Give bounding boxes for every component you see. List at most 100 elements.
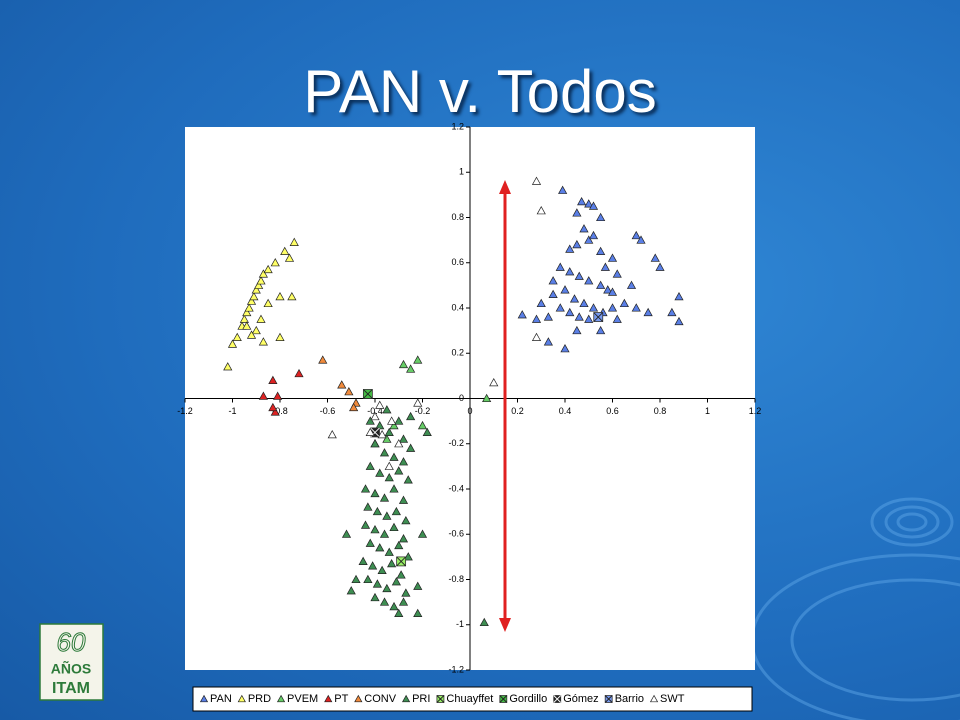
point xyxy=(258,337,268,346)
point xyxy=(263,298,273,308)
point xyxy=(384,472,394,482)
point xyxy=(370,411,380,421)
point xyxy=(584,276,594,285)
point xyxy=(593,312,604,322)
y-tick-label: -0.6 xyxy=(448,529,464,539)
point xyxy=(327,429,337,439)
legend-marker xyxy=(354,694,363,703)
point xyxy=(560,344,570,353)
point xyxy=(394,540,404,550)
point xyxy=(275,332,285,341)
ripple-decoration xyxy=(750,497,960,720)
point xyxy=(619,298,629,308)
point xyxy=(284,253,295,262)
point xyxy=(363,574,373,584)
point xyxy=(398,457,409,466)
point xyxy=(384,547,394,556)
x-tick-label: 0.2 xyxy=(511,406,524,416)
point xyxy=(394,439,404,448)
point xyxy=(398,597,409,606)
point xyxy=(607,303,618,312)
point xyxy=(242,307,252,317)
x-tick-label: -1 xyxy=(228,406,236,416)
point xyxy=(413,608,423,617)
point xyxy=(396,570,406,579)
legend-label: SWT xyxy=(660,693,685,705)
point xyxy=(398,434,409,443)
point xyxy=(251,325,261,335)
point xyxy=(280,246,290,255)
point xyxy=(572,208,582,217)
point xyxy=(360,520,371,529)
point xyxy=(258,391,268,400)
point xyxy=(391,506,401,516)
point xyxy=(249,291,259,301)
x-tick-label: 1.2 xyxy=(749,406,762,416)
point xyxy=(370,439,380,448)
point xyxy=(263,264,273,274)
point xyxy=(389,484,399,493)
point xyxy=(565,307,575,317)
logo-line1: AÑOS xyxy=(51,660,91,677)
point xyxy=(377,429,387,439)
y-tick-label: 0.6 xyxy=(451,257,464,267)
point xyxy=(607,287,618,296)
point xyxy=(394,466,404,475)
y-tick-label: 0 xyxy=(459,393,464,403)
point xyxy=(489,377,499,387)
point xyxy=(482,393,492,403)
marker-cross xyxy=(604,695,613,703)
point xyxy=(270,258,280,267)
y-tick-label: 0.2 xyxy=(451,348,464,358)
point xyxy=(398,359,409,369)
point xyxy=(391,577,401,586)
point xyxy=(531,176,542,185)
point xyxy=(398,495,409,504)
point xyxy=(254,280,264,289)
point xyxy=(387,416,397,425)
point xyxy=(270,407,280,416)
legend-label: PT xyxy=(334,693,348,705)
x-tick-label: -0.6 xyxy=(320,406,336,416)
point xyxy=(406,443,416,452)
marker-cross xyxy=(593,312,604,322)
point xyxy=(256,276,266,285)
point xyxy=(572,239,582,249)
point xyxy=(246,296,257,305)
point xyxy=(227,339,238,348)
point xyxy=(232,332,242,341)
point xyxy=(406,364,416,373)
point xyxy=(389,452,399,461)
point xyxy=(389,601,399,611)
point xyxy=(379,448,390,457)
point xyxy=(289,237,299,246)
x-tick-label: -1.2 xyxy=(177,406,193,416)
point xyxy=(403,475,413,484)
point xyxy=(387,558,397,568)
point xyxy=(382,434,392,443)
point xyxy=(396,556,407,567)
point xyxy=(389,522,399,532)
point xyxy=(242,321,252,330)
point xyxy=(413,355,423,364)
point xyxy=(375,400,385,409)
legend-marker xyxy=(499,695,508,703)
point xyxy=(548,289,558,298)
point xyxy=(596,325,606,335)
point xyxy=(674,291,684,301)
logo-line2: ITAM xyxy=(52,680,90,697)
point xyxy=(365,416,375,425)
point xyxy=(631,303,641,312)
red-arrow xyxy=(499,180,511,632)
point xyxy=(384,427,394,436)
point xyxy=(574,312,584,321)
y-tick-label: -1 xyxy=(456,619,464,629)
point xyxy=(349,402,359,412)
point xyxy=(379,493,390,502)
point xyxy=(406,411,416,421)
legend-marker xyxy=(276,694,286,703)
point xyxy=(558,185,568,194)
point xyxy=(275,291,285,301)
point xyxy=(379,529,390,538)
